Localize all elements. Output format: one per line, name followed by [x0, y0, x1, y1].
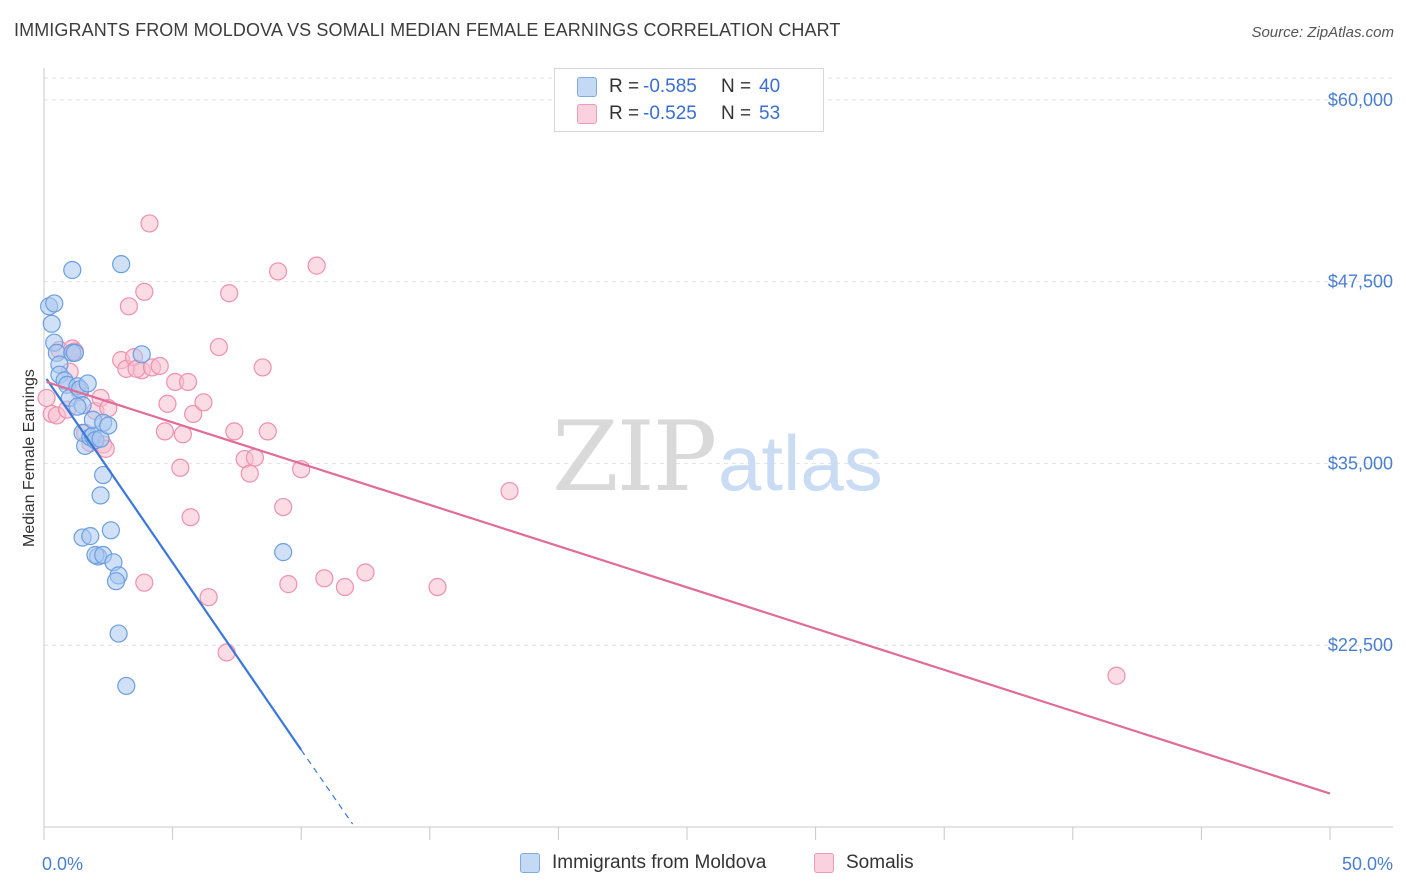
somalis-point — [315, 569, 334, 588]
y-tick-labels: $60,000 $47,500 $35,000 $22,500 — [1328, 90, 1393, 655]
moldova-point — [78, 374, 97, 393]
chart-title: IMMIGRANTS FROM MOLDOVA VS SOMALI MEDIAN… — [14, 20, 841, 40]
moldova-point — [65, 343, 84, 362]
legend-swatch-blue — [520, 853, 540, 873]
somalis-point — [135, 282, 154, 301]
legend-r-label: R = — [609, 76, 640, 97]
moldova-point — [117, 676, 136, 696]
moldova-trend-line — [45, 378, 303, 751]
y-tick-label: $60,000 — [1328, 90, 1393, 110]
legend-row-somalis: R = -0.525 N = 53 — [577, 101, 780, 127]
somalis-point — [225, 422, 244, 441]
somalis-point — [500, 481, 519, 501]
legend-item-label: Immigrants from Moldova — [552, 852, 767, 873]
somalis-point — [140, 214, 159, 233]
legend-r-value: -0.585 — [643, 76, 697, 97]
moldova-point — [42, 314, 61, 333]
y-tick-label: $22,500 — [1328, 635, 1393, 655]
moldova-point — [63, 260, 82, 280]
x-tick-label-min: 0.0% — [42, 854, 83, 874]
legend-item-moldova[interactable]: Immigrants from Moldova — [520, 852, 766, 874]
legend-item-label: Somalis — [846, 852, 914, 873]
series-legend: Immigrants from Moldova Somalis — [0, 852, 1406, 878]
moldova-trend-extension — [300, 749, 354, 825]
somalis-point — [220, 284, 239, 303]
moldova-point — [101, 521, 120, 540]
somalis-point — [150, 356, 169, 376]
watermark-atlas: atlas — [718, 419, 883, 507]
somalis-point — [184, 404, 203, 424]
somalis-point — [240, 464, 259, 483]
somalis-point — [178, 372, 198, 392]
moldova-point — [68, 397, 87, 416]
moldova-point — [45, 294, 64, 313]
moldova-point — [132, 345, 151, 364]
somalis-point — [253, 358, 272, 377]
somalis-point — [181, 508, 200, 527]
y-tick-label: $47,500 — [1328, 272, 1393, 292]
legend-n-value: 53 — [759, 103, 781, 124]
trend-lines — [45, 378, 1331, 825]
watermark: ZIP atlas — [552, 401, 883, 513]
somalis-point — [217, 643, 236, 662]
somalis-point — [268, 262, 288, 281]
legend-swatch-blue — [577, 77, 597, 97]
y-axis-label: Median Female Earnings — [21, 369, 38, 547]
somalis-point — [258, 422, 277, 441]
moldova-point — [106, 572, 126, 591]
somalis-point — [279, 575, 298, 594]
axes — [43, 68, 1393, 840]
somalis-point — [209, 337, 228, 357]
watermark-zip: ZIP — [552, 401, 715, 513]
moldova-point — [99, 416, 118, 435]
somalis-point — [37, 388, 56, 408]
legend-n-value: 40 — [759, 76, 781, 97]
grid-lines — [44, 77, 1393, 646]
somalis-point — [171, 458, 190, 477]
y-tick-label: $35,000 — [1328, 453, 1393, 473]
legend-swatch-pink — [577, 104, 597, 124]
legend-r-value: -0.525 — [643, 103, 697, 124]
moldova-point — [112, 255, 131, 274]
somalis-point — [274, 497, 293, 517]
x-tick-label-max: 50.0% — [1342, 854, 1393, 874]
chart-source: Source: ZipAtlas.com — [1251, 24, 1394, 41]
somalis-point — [307, 256, 326, 275]
legend-swatch-pink — [814, 853, 834, 873]
somalis-point — [135, 573, 154, 592]
somalis-point — [199, 588, 218, 607]
somalis-trend-line — [46, 380, 1331, 795]
moldova-point — [109, 624, 128, 643]
legend-n-label: N = — [721, 103, 752, 124]
moldova-point — [81, 527, 100, 546]
legend-row-moldova: R = -0.585 N = 40 — [577, 74, 780, 100]
somalis-point — [356, 563, 375, 582]
legend-r-label: R = — [609, 103, 640, 124]
somalis-point — [119, 297, 138, 316]
moldova-point — [274, 543, 293, 562]
somalis-point — [158, 394, 177, 413]
legend-n-label: N = — [721, 76, 752, 97]
somalis-point — [428, 577, 447, 597]
somalis-point — [1107, 666, 1126, 685]
legend-item-somalis[interactable]: Somalis — [814, 852, 914, 874]
somalis-point — [155, 422, 174, 441]
correlation-legend: R = -0.585 N = 40 R = -0.525 N = 53 — [554, 68, 824, 132]
series-moldova-points — [40, 255, 293, 696]
somalis-point — [335, 577, 355, 597]
somalis-point — [194, 393, 213, 412]
moldova-point — [91, 486, 110, 505]
